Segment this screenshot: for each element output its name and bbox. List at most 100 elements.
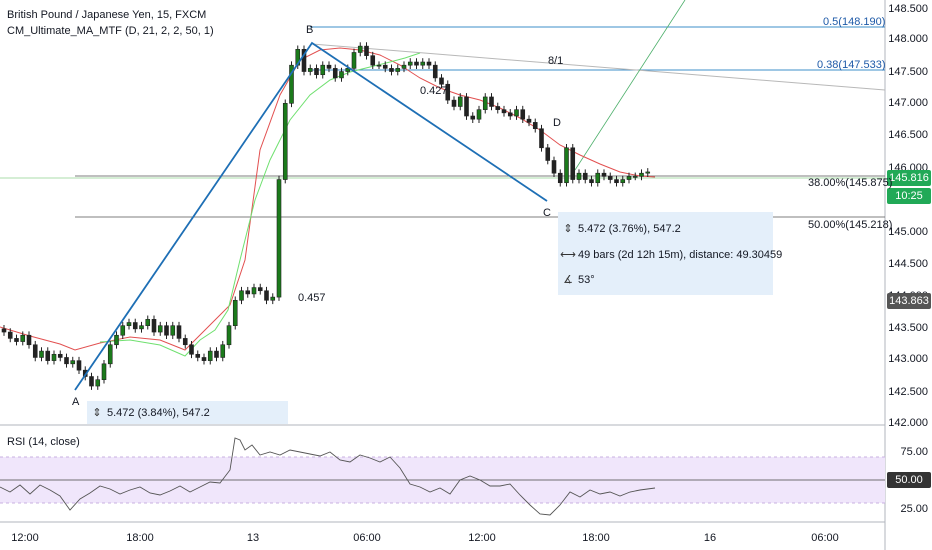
candle-body: [495, 106, 501, 110]
candle-body: [476, 109, 482, 120]
candle-body: [126, 322, 132, 326]
candle-body: [39, 350, 44, 358]
candle-body: [1, 328, 7, 333]
candle-body: [532, 122, 538, 130]
candle-body: [501, 109, 507, 114]
fib-label-05: 0.5(148.190): [823, 16, 886, 28]
measure-bars-row: ⟷ 49 bars (2d 12h 15m), distance: 49.3045…: [558, 248, 782, 261]
candle-body: [214, 350, 219, 358]
candle-body: [632, 176, 638, 178]
candle-body: [145, 319, 151, 326]
candle-body: [207, 350, 213, 361]
chart-title[interactable]: British Pound / Japanese Yen, 15, FXCM: [7, 9, 207, 21]
candle-body: [576, 172, 582, 180]
candle-body: [639, 172, 644, 177]
measure-angle-row: ∡ 53°: [558, 273, 595, 286]
candle-body: [595, 172, 601, 184]
measure-lower-range-row: ⇕ 5.472 (3.84%), 547.2: [87, 406, 209, 419]
candle-body: [182, 338, 188, 346]
candle-body: [420, 61, 426, 66]
time-axis-label: 18:00: [126, 532, 154, 544]
candle-body: [314, 68, 319, 76]
price-axis-label: 146.500: [888, 129, 928, 141]
candle-body: [464, 96, 469, 117]
candle-body: [157, 325, 163, 333]
ma-red-line: [0, 47, 656, 351]
fib-label-038: 0.38(147.533): [817, 59, 886, 71]
candle-body: [395, 68, 401, 72]
indicator-legend[interactable]: CM_Ultimate_MA_MTF (D, 21, 2, 2, 50, 1): [7, 25, 214, 37]
candles: [1, 42, 651, 390]
candle-body: [645, 171, 651, 174]
candle-body: [301, 48, 307, 72]
time-axis-label: 18:00: [582, 532, 610, 544]
candle-body: [339, 71, 344, 79]
measure-bars: 49 bars (2d 12h 15m), distance: 49.30459: [578, 249, 783, 261]
candle-body: [514, 109, 519, 117]
pattern-xab-line: [74, 41, 548, 391]
price-axis-label: 143.000: [888, 353, 928, 365]
gann-label: 8/1: [548, 55, 564, 67]
candle-body: [539, 128, 544, 149]
candle-body: [551, 160, 557, 174]
candle-body: [57, 353, 63, 358]
candle-body: [351, 52, 357, 69]
point-label-c: C: [543, 207, 551, 219]
candle-body: [201, 357, 207, 361]
candle-body: [51, 353, 57, 361]
range-icon: ⇕: [92, 407, 102, 419]
candle-body: [64, 357, 69, 365]
ratio-bc-label: 0.427: [420, 85, 448, 97]
candle-body: [445, 83, 451, 101]
candle-body: [457, 96, 463, 107]
point-label-b: B: [306, 24, 314, 36]
time-axis-label: 06:00: [353, 532, 381, 544]
candle-body: [601, 172, 607, 177]
candle-body: [345, 68, 351, 72]
price-axis-label: 147.500: [888, 66, 928, 78]
measure-range: 5.472 (3.76%), 547.2: [578, 223, 681, 235]
candle-body: [26, 334, 32, 346]
candle-body: [257, 287, 263, 292]
candle-body: [45, 350, 51, 361]
candle-body: [70, 360, 76, 365]
candle-body: [451, 99, 457, 107]
candle-body: [95, 379, 101, 387]
price-axis-label: 142.000: [888, 417, 928, 429]
candle-body: [439, 77, 444, 85]
candle-body: [264, 290, 269, 301]
candle-body: [307, 68, 313, 72]
candle-body: [332, 68, 338, 79]
candle-body: [251, 287, 257, 295]
time-axis-label: 12:00: [11, 532, 39, 544]
time-axis-label: 16: [703, 532, 717, 544]
candle-body: [564, 147, 569, 184]
price-axis-label: 144.500: [888, 258, 928, 270]
time-axis-label: 12:00: [468, 532, 496, 544]
candle-body: [14, 338, 19, 342]
candle-body: [364, 45, 369, 56]
candle-body: [139, 325, 144, 330]
candle-body: [607, 176, 613, 180]
candle-body: [107, 344, 113, 365]
candle-body: [470, 115, 476, 120]
candle-body: [151, 319, 157, 333]
candle-body: [432, 64, 438, 79]
measure-box-lower[interactable]: ⇕ 5.472 (3.84%), 547.2: [87, 401, 288, 424]
last-price-tag: 145.816: [887, 170, 931, 186]
candle-body: [270, 296, 276, 301]
candle-body: [414, 61, 419, 66]
candle-body: [220, 344, 226, 358]
rsi-line: [0, 437, 656, 516]
price-axis-label: 148.500: [888, 3, 928, 15]
candle-body: [482, 96, 488, 110]
candle-body: [557, 172, 563, 184]
fib-label-50pct: 50.00%(145.218): [808, 219, 893, 231]
angle-icon: ∡: [563, 274, 573, 286]
rsi-legend[interactable]: RSI (14, close): [7, 436, 80, 448]
candle-body: [520, 109, 526, 120]
candle-body: [357, 45, 363, 53]
candle-body: [370, 55, 376, 66]
measure-box[interactable]: ⇕ 5.472 (3.76%), 547.2 ⟷ 49 bars (2d 12h 1…: [558, 212, 782, 295]
